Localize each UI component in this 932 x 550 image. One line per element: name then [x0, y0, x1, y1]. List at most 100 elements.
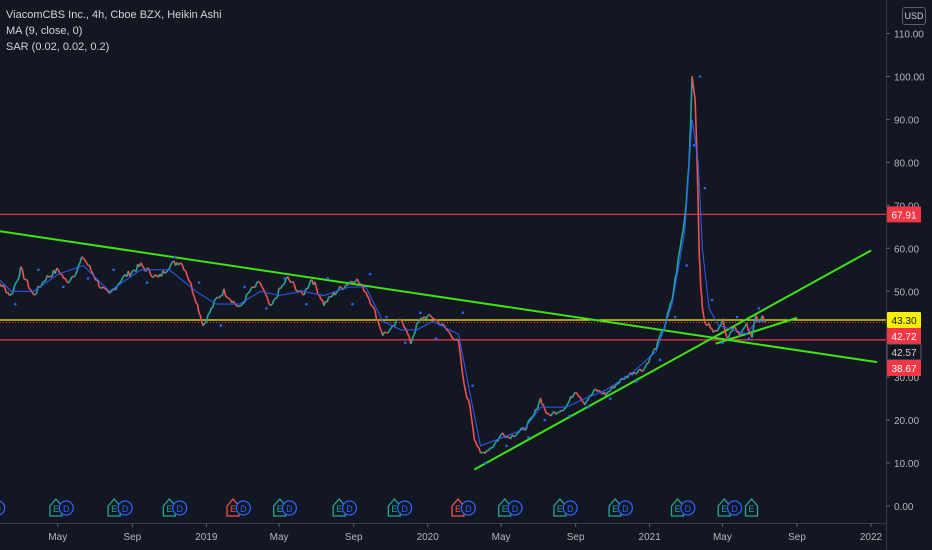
x-tick-label: 2022: [860, 532, 883, 543]
price-segment: [451, 337, 455, 341]
price-segment: [226, 296, 230, 300]
dividend-marker[interactable]: [617, 500, 634, 516]
trend-line[interactable]: [473, 249, 872, 471]
price-segment: [401, 322, 406, 328]
dividend-marker[interactable]: [235, 500, 251, 516]
price-segment: [511, 434, 515, 438]
dividend-marker[interactable]: [507, 500, 523, 516]
price-tag: 67.91: [887, 206, 921, 223]
price-segment: [374, 310, 378, 320]
price-segment: [371, 305, 374, 308]
price-segment: [562, 408, 565, 412]
dividend-marker[interactable]: [0, 500, 6, 516]
sar-dot: [635, 380, 638, 383]
price-segment: [85, 262, 89, 266]
price-segment: [103, 287, 107, 290]
earnings-marker[interactable]: [744, 498, 759, 517]
earnings-marker-label: E: [391, 504, 397, 514]
price-segment: [555, 411, 559, 415]
price-segment: [271, 299, 275, 305]
price-segment: [188, 280, 192, 284]
y-tick-label: 110.00: [894, 30, 924, 41]
dividend-marker[interactable]: [117, 500, 133, 516]
price-segment: [607, 390, 610, 393]
price-segment: [505, 435, 508, 439]
price-segment: [100, 286, 104, 290]
dividend-marker[interactable]: [341, 500, 358, 516]
price-tag-box: [887, 206, 921, 223]
price-segment: [486, 449, 489, 452]
ma-indicator-label[interactable]: MA (9, close, 0): [6, 25, 83, 37]
price-tag-label: 38.67: [891, 364, 916, 375]
price-segment: [35, 285, 39, 294]
price-segment: [530, 416, 533, 419]
dividend-marker[interactable]: [58, 500, 74, 516]
price-segment: [657, 336, 661, 341]
price-segment: [447, 330, 450, 333]
earnings-marker-label: E: [230, 504, 236, 514]
dividend-marker[interactable]: [172, 500, 188, 516]
sar-dot: [721, 341, 724, 345]
price-segment: [249, 286, 253, 292]
price-segment: [639, 368, 642, 372]
price-segment: [20, 266, 24, 271]
price-segment: [246, 292, 249, 296]
price-segment: [135, 263, 139, 272]
price-segment: [393, 320, 397, 327]
price-segment: [361, 284, 365, 292]
price-segment: [318, 294, 322, 300]
price-segment: [105, 288, 109, 292]
price-segment: [102, 286, 105, 289]
price-segment: [288, 279, 292, 284]
trend-line[interactable]: [715, 316, 798, 345]
price-segment: [199, 315, 203, 323]
price-segment: [701, 307, 705, 318]
y-tick-label: 60.00: [894, 244, 919, 255]
price-segment: [81, 256, 84, 259]
price-segment: [242, 301, 246, 304]
price-segment: [679, 238, 683, 251]
event-markers[interactable]: EDEDEDEDEDEDEDEDEDEDEDEDEDEDE: [0, 498, 759, 517]
sar-indicator-label[interactable]: SAR (0.02, 0.02, 0.2): [6, 41, 110, 53]
price-segment: [506, 435, 510, 439]
sar-dot: [735, 315, 739, 319]
price-segment: [668, 302, 672, 310]
sar-dot: [673, 315, 677, 319]
price-segment: [712, 329, 716, 333]
price-segment: [179, 262, 183, 265]
price-segment: [494, 440, 498, 445]
price-segment: [154, 273, 158, 277]
sar-dot: [283, 277, 286, 280]
price-segment: [13, 282, 17, 287]
symbol-title[interactable]: ViacomCBS Inc., 4h, Cboe BZX, Heikin Ash…: [6, 9, 222, 21]
price-segment: [472, 428, 476, 440]
y-tick-label: 20.00: [894, 416, 919, 427]
price-segment: [343, 284, 347, 289]
dividend-marker[interactable]: [281, 500, 298, 516]
time-axis[interactable]: May Sep 2019 May Sep 2020 May Sep 2021 May Sep 2022: [48, 523, 883, 543]
price-segment: [273, 297, 277, 301]
y-tick-label: 80.00: [894, 158, 919, 169]
price-segment: [742, 326, 746, 330]
dividend-marker[interactable]: [460, 500, 476, 516]
x-tick-label: May: [270, 532, 289, 543]
price-segment: [608, 389, 612, 393]
price-segment: [428, 313, 432, 317]
dividend-marker[interactable]: [726, 500, 743, 516]
dividend-marker[interactable]: [680, 500, 696, 516]
dividend-marker[interactable]: [562, 500, 578, 516]
price-segment: [613, 384, 617, 389]
dividend-marker[interactable]: [397, 500, 413, 516]
price-segment: [550, 412, 554, 417]
dividend-marker-label: D: [122, 504, 129, 514]
price-segment: [578, 395, 581, 398]
earnings-marker-label: E: [111, 504, 117, 514]
currency-badge[interactable]: USD: [902, 7, 926, 25]
price-segment: [680, 230, 684, 240]
price-segment: [448, 331, 452, 336]
price-segment: [644, 362, 648, 367]
price-segment: [531, 414, 535, 418]
price-segment: [672, 278, 676, 292]
price-segment: [339, 285, 342, 289]
